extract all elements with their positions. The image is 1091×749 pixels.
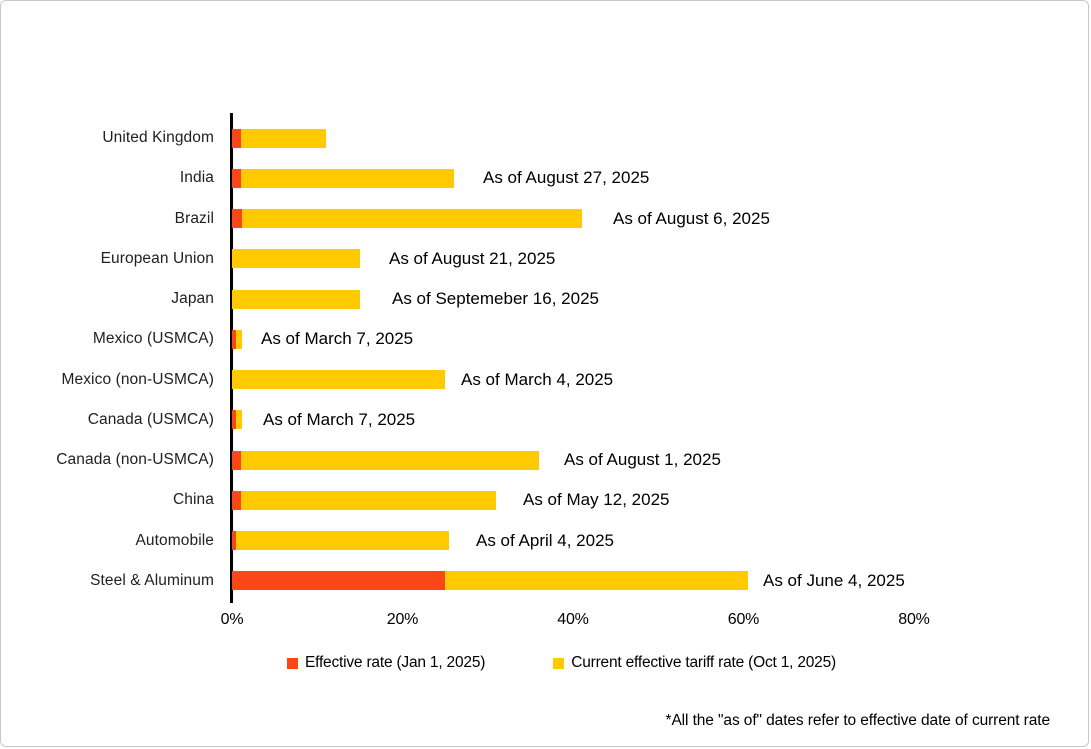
category-label: Mexico (USMCA) — [92, 330, 214, 348]
y-axis-line — [230, 113, 233, 603]
as-of-annotation: As of March 7, 2025 — [263, 409, 416, 429]
bar-segment-effective-rate — [232, 490, 241, 510]
bar-segment-current-rate — [242, 209, 582, 229]
category-label: China — [173, 491, 214, 509]
x-axis-tick-label: 0% — [220, 611, 244, 628]
category-label: Japan — [171, 290, 214, 308]
chart-row: Canada (non-USMCA) As of August 1, 2025 — [1, 450, 1088, 470]
legend-item: Effective rate (Jan 1, 2025) — [286, 654, 486, 672]
footnote: *All the "as of" dates refer to effectiv… — [665, 712, 1051, 729]
bar-segment-current-rate — [232, 370, 446, 390]
bar-segment-effective-rate — [232, 209, 243, 229]
as-of-annotation: As of April 4, 2025 — [476, 530, 614, 550]
bar-segment-effective-rate — [232, 571, 446, 591]
bar-segment-current-rate — [240, 168, 454, 188]
as-of-annotation: As of May 12, 2025 — [523, 490, 670, 510]
as-of-annotation: As of June 4, 2025 — [763, 570, 905, 590]
category-label: India — [179, 169, 214, 187]
as-of-annotation: As of March 7, 2025 — [261, 329, 414, 349]
category-label: Mexico (non-USMCA) — [61, 370, 214, 388]
bar-segment-effective-rate — [232, 168, 241, 188]
bar-segment-effective-rate — [232, 128, 241, 148]
bar-segment-current-rate — [236, 329, 243, 349]
bar-segment-current-rate — [236, 531, 450, 551]
as-of-annotation: As of August 21, 2025 — [389, 248, 556, 268]
bar-segment-effective-rate — [232, 531, 237, 551]
bar-segment-current-rate — [240, 450, 539, 470]
bar-segment-current-rate — [232, 249, 360, 269]
category-label: Steel & Aluminum — [90, 571, 214, 589]
legend-swatch — [286, 657, 298, 669]
x-axis-tick-label: 40% — [557, 611, 589, 628]
as-of-annotation: As of August 1, 2025 — [564, 450, 721, 470]
chart-row: Automobile As of April 4, 2025 — [1, 530, 1088, 551]
x-axis-tick-label: 20% — [386, 611, 419, 628]
chart-row: Canada (USMCA) As of March 7, 2025 — [1, 409, 1088, 430]
bar-segment-current-rate — [240, 128, 326, 148]
x-axis-tick-label: 80% — [898, 611, 930, 628]
chart-row: European Union As of August 21, 2025 — [1, 248, 1088, 269]
as-of-annotation: As of March 4, 2025 — [461, 369, 614, 389]
category-label: Canada (non-USMCA) — [56, 451, 214, 469]
bar-segment-current-rate — [240, 490, 497, 510]
chart-row: China As of May 12, 2025 — [1, 490, 1088, 510]
category-label: European Union — [100, 249, 214, 267]
legend: Effective rate (Jan 1, 2025) Current effe… — [1, 654, 1088, 672]
chart-row: Steel & Aluminum As of June 4, 2025 — [1, 570, 1088, 591]
chart-row: United Kingdom — [1, 128, 1088, 148]
x-axis-tick-label: 60% — [727, 611, 760, 628]
chart-row: Japan As of Septemeber 16, 2025 — [1, 289, 1088, 309]
bar-segment-current-rate — [232, 289, 360, 309]
bar-segment-effective-rate — [232, 410, 237, 430]
chart-row: Mexico (non-USMCA) As of March 4, 2025 — [1, 369, 1088, 390]
legend-swatch — [553, 657, 565, 669]
category-label: Canada (USMCA) — [87, 410, 214, 428]
legend-item: Current effective tariff rate (Oct 1, 20… — [553, 654, 836, 672]
as-of-annotation: As of August 27, 2025 — [483, 168, 650, 188]
category-label: United Kingdom — [102, 129, 214, 146]
legend-label: Current effective tariff rate (Oct 1, 20… — [571, 654, 836, 671]
category-label: Brazil — [174, 209, 214, 227]
legend-label: Effective rate (Jan 1, 2025) — [304, 654, 486, 671]
bar-segment-effective-rate — [232, 450, 241, 470]
bar-segment-effective-rate — [232, 329, 237, 349]
chart-row: India As of August 27, 2025 — [1, 168, 1088, 188]
category-label: Automobile — [135, 531, 214, 549]
chart-row: Brazil As of August 6, 2025 — [1, 208, 1088, 229]
bar-segment-current-rate — [236, 410, 243, 430]
as-of-annotation: As of August 6, 2025 — [613, 208, 770, 228]
chart-row: Mexico (USMCA) As of March 7, 2025 — [1, 329, 1088, 349]
bar-segment-current-rate — [445, 571, 748, 591]
as-of-annotation: As of Septemeber 16, 2025 — [392, 289, 599, 309]
